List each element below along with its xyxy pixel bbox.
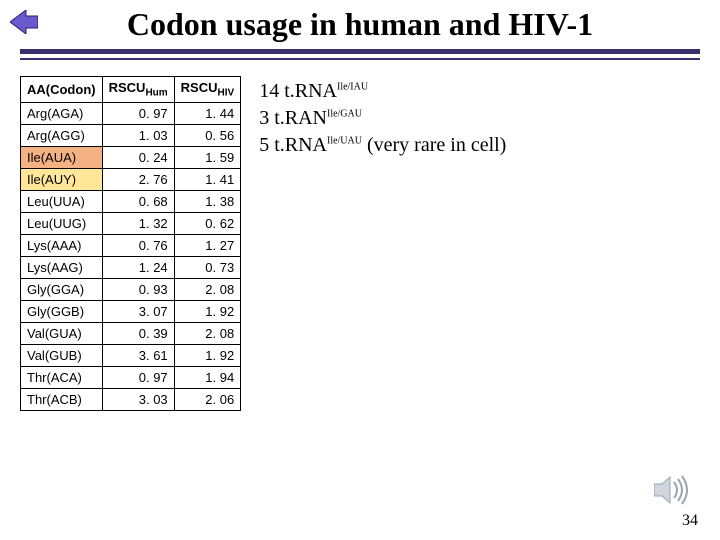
table-row: Lys(AAA)0. 761. 27 xyxy=(21,234,241,256)
table-row: Thr(ACB)3. 032. 06 xyxy=(21,388,241,410)
table-row: Val(GUA)0. 392. 08 xyxy=(21,322,241,344)
table-row: Leu(UUG)1. 320. 62 xyxy=(21,212,241,234)
cell-hiv: 1. 92 xyxy=(174,300,241,322)
table-row: Lys(AAG)1. 240. 73 xyxy=(21,256,241,278)
cell-aa: Lys(AAG) xyxy=(21,256,103,278)
col-aa: AA(Codon) xyxy=(21,77,103,103)
cell-hum: 0. 24 xyxy=(102,146,174,168)
table-row: Leu(UUA)0. 681. 38 xyxy=(21,190,241,212)
cell-hum: 3. 07 xyxy=(102,300,174,322)
table-row: Ile(AUA)0. 241. 59 xyxy=(21,146,241,168)
cell-hum: 1. 24 xyxy=(102,256,174,278)
table-row: Thr(ACA)0. 971. 94 xyxy=(21,366,241,388)
cell-hiv: 0. 56 xyxy=(174,124,241,146)
table-row: Gly(GGB)3. 071. 92 xyxy=(21,300,241,322)
note-line-3: 5 t.RNAIle/UAU (very rare in cell) xyxy=(259,132,506,159)
cell-hiv: 1. 38 xyxy=(174,190,241,212)
cell-aa: Val(GUA) xyxy=(21,322,103,344)
rule-thin xyxy=(20,58,700,60)
cell-hiv: 2. 08 xyxy=(174,278,241,300)
cell-aa: Ile(AUY) xyxy=(21,168,103,190)
page-title: Codon usage in human and HIV-1 xyxy=(0,0,720,49)
table-row: Arg(AGA)0. 971. 44 xyxy=(21,102,241,124)
table-row: Arg(AGG)1. 030. 56 xyxy=(21,124,241,146)
cell-aa: Lys(AAA) xyxy=(21,234,103,256)
cell-aa: Gly(GGA) xyxy=(21,278,103,300)
cell-aa: Val(GUB) xyxy=(21,344,103,366)
cell-hiv: 0. 62 xyxy=(174,212,241,234)
cell-hiv: 2. 06 xyxy=(174,388,241,410)
content-area: AA(Codon) RSCUHum RSCUHIV Arg(AGA)0. 971… xyxy=(0,64,720,411)
cell-hiv: 1. 94 xyxy=(174,366,241,388)
back-arrow-icon[interactable] xyxy=(10,10,38,39)
cell-hiv: 1. 59 xyxy=(174,146,241,168)
col-hum: RSCUHum xyxy=(102,77,174,103)
cell-hum: 0. 76 xyxy=(102,234,174,256)
slide-number: 34 xyxy=(682,512,698,530)
cell-hum: 0. 97 xyxy=(102,102,174,124)
cell-hum: 0. 97 xyxy=(102,366,174,388)
cell-aa: Arg(AGG) xyxy=(21,124,103,146)
table-row: Gly(GGA)0. 932. 08 xyxy=(21,278,241,300)
cell-hiv: 0. 73 xyxy=(174,256,241,278)
cell-aa: Gly(GGB) xyxy=(21,300,103,322)
side-notes: 14 t.RNAIle/IAU 3 t.RANIle/GAU 5 t.RNAIl… xyxy=(259,76,506,159)
cell-hum: 3. 03 xyxy=(102,388,174,410)
cell-hiv: 1. 27 xyxy=(174,234,241,256)
cell-hiv: 1. 44 xyxy=(174,102,241,124)
cell-aa: Arg(AGA) xyxy=(21,102,103,124)
cell-aa: Thr(ACB) xyxy=(21,388,103,410)
note-line-2: 3 t.RANIle/GAU xyxy=(259,105,506,132)
cell-hiv: 1. 92 xyxy=(174,344,241,366)
col-hiv: RSCUHIV xyxy=(174,77,241,103)
cell-hum: 3. 61 xyxy=(102,344,174,366)
cell-hum: 0. 68 xyxy=(102,190,174,212)
rule-thick xyxy=(20,49,700,54)
cell-aa: Leu(UUA) xyxy=(21,190,103,212)
cell-hum: 1. 03 xyxy=(102,124,174,146)
cell-hum: 2. 76 xyxy=(102,168,174,190)
cell-hum: 0. 39 xyxy=(102,322,174,344)
table-row: Val(GUB)3. 611. 92 xyxy=(21,344,241,366)
cell-hum: 1. 32 xyxy=(102,212,174,234)
cell-hum: 0. 93 xyxy=(102,278,174,300)
speaker-icon xyxy=(654,475,690,510)
cell-aa: Leu(UUG) xyxy=(21,212,103,234)
note-line-1: 14 t.RNAIle/IAU xyxy=(259,78,506,105)
cell-hiv: 2. 08 xyxy=(174,322,241,344)
cell-aa: Thr(ACA) xyxy=(21,366,103,388)
cell-hiv: 1. 41 xyxy=(174,168,241,190)
cell-aa: Ile(AUA) xyxy=(21,146,103,168)
table-header-row: AA(Codon) RSCUHum RSCUHIV xyxy=(21,77,241,103)
codon-table: AA(Codon) RSCUHum RSCUHIV Arg(AGA)0. 971… xyxy=(20,76,241,411)
table-row: Ile(AUY)2. 761. 41 xyxy=(21,168,241,190)
